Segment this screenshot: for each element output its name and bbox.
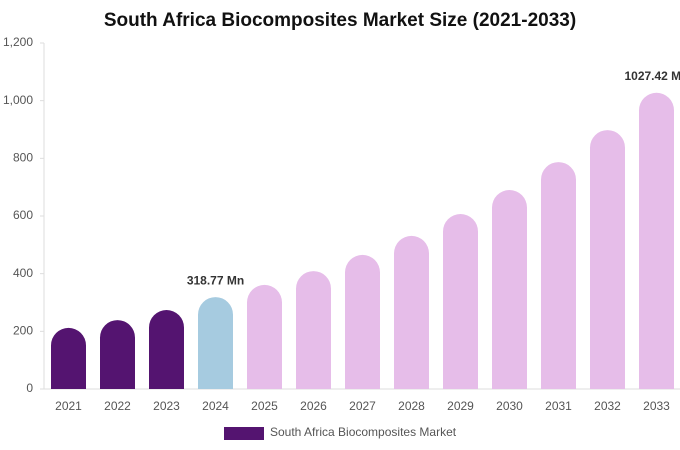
- y-tick-label: 1,000: [3, 93, 33, 107]
- x-tick-label: 2031: [545, 399, 572, 413]
- bar: [639, 92, 674, 390]
- x-tick-label: 2029: [447, 399, 474, 413]
- x-tick-label: 2023: [153, 399, 180, 413]
- bar: [100, 320, 135, 389]
- bar: [541, 162, 576, 389]
- legend-swatch: [224, 427, 264, 440]
- y-tick-label: 1,200: [3, 35, 33, 49]
- y-tick-label: 0: [26, 381, 33, 395]
- x-tick-label: 2033: [643, 399, 670, 413]
- x-tick-label: 2025: [251, 399, 278, 413]
- bar: [51, 327, 86, 389]
- bar: [247, 284, 282, 389]
- y-tick-label: 600: [13, 208, 33, 222]
- value-label: 1027.42 Mn: [624, 69, 680, 83]
- bar: [198, 297, 233, 389]
- value-label: 318.77 Mn: [187, 273, 244, 287]
- x-tick-label: 2032: [594, 399, 621, 413]
- bar: [590, 130, 625, 389]
- bar: [149, 309, 184, 389]
- bar: [394, 235, 429, 389]
- y-tick-label: 800: [13, 151, 33, 165]
- x-tick-label: 2026: [300, 399, 327, 413]
- x-tick-label: 2027: [349, 399, 376, 413]
- bar: [345, 254, 380, 389]
- x-tick-label: 2028: [398, 399, 425, 413]
- x-tick-label: 2024: [202, 399, 229, 413]
- y-tick-label: 400: [13, 266, 33, 280]
- bar: [492, 190, 527, 389]
- bar: [296, 271, 331, 389]
- chart-title: South Africa Biocomposites Market Size (…: [104, 10, 576, 31]
- y-tick-label: 200: [13, 324, 33, 338]
- x-tick-label: 2030: [496, 399, 523, 413]
- x-tick-label: 2022: [104, 399, 131, 413]
- x-tick-label: 2021: [55, 399, 82, 413]
- legend-label: South Africa Biocomposites Market: [270, 425, 457, 439]
- bar: [443, 213, 478, 389]
